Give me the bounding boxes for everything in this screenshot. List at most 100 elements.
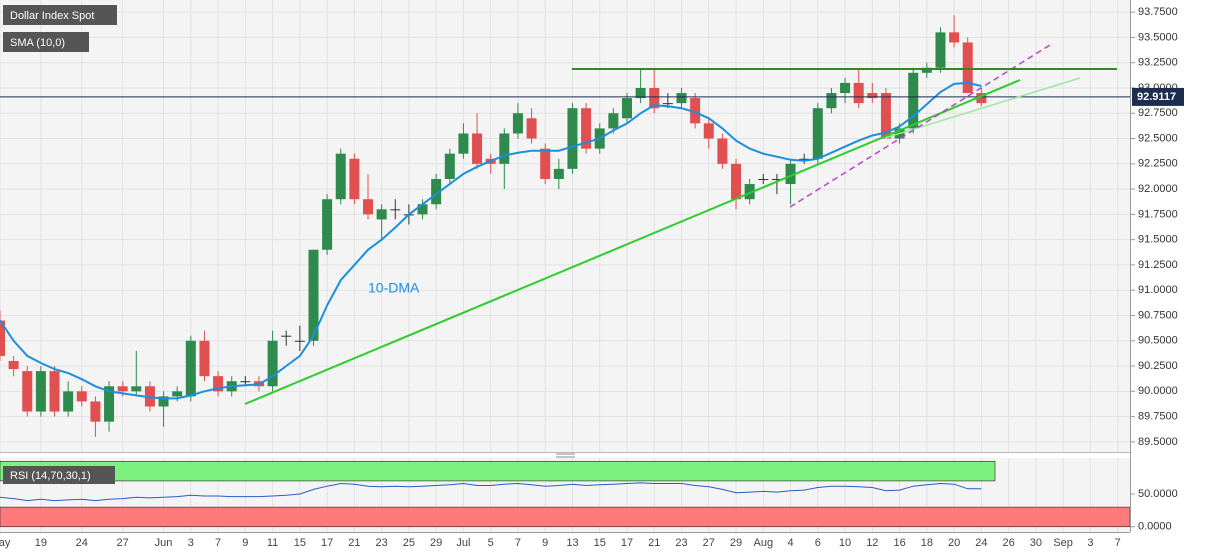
candle-body bbox=[512, 113, 523, 134]
x-tick-label: 7 bbox=[1115, 537, 1121, 549]
candle-body bbox=[63, 391, 74, 412]
candle-body bbox=[690, 98, 701, 124]
candle-body bbox=[608, 113, 619, 129]
x-tick-label: 7 bbox=[215, 537, 221, 549]
candle-body bbox=[826, 93, 837, 109]
candle-body bbox=[840, 82, 851, 94]
candle-body bbox=[812, 108, 823, 159]
candle-body bbox=[458, 133, 469, 154]
x-tick-label: 11 bbox=[267, 537, 278, 549]
candle-body bbox=[526, 118, 537, 139]
legend-label: SMA (10,0) bbox=[10, 37, 65, 49]
x-tick-label: 25 bbox=[403, 537, 415, 549]
candle-body bbox=[758, 178, 769, 180]
candle-body bbox=[417, 204, 428, 215]
candle-body bbox=[581, 108, 592, 149]
channel-line bbox=[789, 44, 1051, 208]
candle-body bbox=[717, 138, 728, 164]
y-tick-label: 89.5000 bbox=[1138, 436, 1178, 448]
candle-body bbox=[213, 376, 224, 392]
candle-body bbox=[785, 163, 796, 185]
x-tick-label: 7 bbox=[515, 537, 521, 549]
x-tick-label: 18 bbox=[921, 537, 933, 549]
candle-body bbox=[22, 371, 33, 412]
legend-box bbox=[3, 32, 89, 52]
x-tick-label: 27 bbox=[117, 537, 129, 549]
x-tick-label: 9 bbox=[242, 537, 248, 549]
candle-body bbox=[335, 153, 346, 200]
candle-body bbox=[744, 184, 755, 200]
candle-body bbox=[144, 386, 155, 407]
candle-body bbox=[431, 178, 442, 205]
candle-body bbox=[908, 72, 919, 129]
x-tick-label: 26 bbox=[1002, 537, 1014, 549]
y-tick-label: 50.0000 bbox=[1138, 488, 1178, 500]
y-tick-label: 92.0000 bbox=[1138, 183, 1178, 195]
candle-body bbox=[199, 340, 210, 377]
candle-body bbox=[8, 360, 19, 370]
rsi-band bbox=[0, 460, 996, 482]
candle-body bbox=[867, 93, 878, 99]
candle-body bbox=[976, 93, 987, 104]
candle-body bbox=[390, 209, 401, 211]
candle-body bbox=[363, 199, 374, 215]
candle-body bbox=[322, 199, 333, 250]
candle-body bbox=[540, 148, 551, 179]
candle-body bbox=[104, 386, 115, 422]
x-tick-label: 23 bbox=[376, 537, 388, 549]
x-tick-label: 29 bbox=[430, 537, 442, 549]
y-tick-label: 93.5000 bbox=[1138, 31, 1178, 43]
x-tick-label: 15 bbox=[594, 537, 606, 549]
x-tick-label: 19 bbox=[35, 537, 47, 549]
legend-box bbox=[3, 466, 115, 484]
candle-body bbox=[376, 209, 387, 220]
candle-body bbox=[921, 67, 932, 73]
y-tick-label: 90.2500 bbox=[1138, 360, 1178, 372]
x-tick-label: 4 bbox=[787, 537, 793, 549]
candle-body bbox=[499, 133, 510, 164]
x-tick-label: 15 bbox=[294, 537, 306, 549]
resize-handle[interactable] bbox=[556, 453, 575, 458]
last-price-label: 92.9117 bbox=[1137, 91, 1176, 103]
candle-body bbox=[444, 153, 455, 179]
rsi-title: RSI (14,70,30,1) bbox=[10, 470, 91, 482]
candle-body bbox=[158, 396, 169, 407]
x-tick-label: 16 bbox=[893, 537, 905, 549]
x-tick-label: May bbox=[0, 537, 11, 549]
candle-body bbox=[76, 391, 87, 402]
candle-body bbox=[172, 391, 183, 397]
x-tick-label: 27 bbox=[703, 537, 715, 549]
candle-body bbox=[553, 168, 564, 179]
y-tick-label: 90.5000 bbox=[1138, 335, 1178, 347]
candle-body bbox=[567, 108, 578, 169]
x-tick-label: Jun bbox=[155, 537, 173, 549]
candle-body bbox=[349, 158, 360, 200]
candle-body bbox=[962, 42, 973, 94]
x-tick-label: 20 bbox=[948, 537, 960, 549]
rsi-band bbox=[0, 506, 1130, 528]
x-tick-label: 9 bbox=[542, 537, 548, 549]
x-tick-label: 6 bbox=[815, 537, 821, 549]
candle-body bbox=[771, 178, 782, 180]
x-tick-label: 23 bbox=[675, 537, 687, 549]
y-tick-label: 90.0000 bbox=[1138, 385, 1178, 397]
support-trendline bbox=[244, 79, 1021, 405]
candle-body bbox=[799, 158, 810, 160]
candle-body bbox=[267, 340, 278, 387]
candle-body bbox=[635, 87, 646, 99]
y-tick-label: 92.2500 bbox=[1138, 158, 1178, 170]
x-tick-label: Sep bbox=[1053, 537, 1073, 549]
x-tick-label: 17 bbox=[321, 537, 333, 549]
x-tick-label: Aug bbox=[753, 537, 773, 549]
x-tick-label: 24 bbox=[975, 537, 987, 549]
x-tick-label: Jul bbox=[456, 537, 470, 549]
candle-body bbox=[853, 82, 864, 104]
candle-body bbox=[131, 386, 142, 392]
candle-body bbox=[621, 98, 632, 119]
trendlines bbox=[244, 44, 1117, 405]
x-tick-label: 3 bbox=[1087, 537, 1093, 549]
trendline-extension bbox=[884, 77, 1081, 139]
y-tick-label: 0.0000 bbox=[1138, 521, 1172, 533]
annotation: 10-DMA bbox=[368, 280, 420, 296]
x-tick-label: 10 bbox=[839, 537, 851, 549]
